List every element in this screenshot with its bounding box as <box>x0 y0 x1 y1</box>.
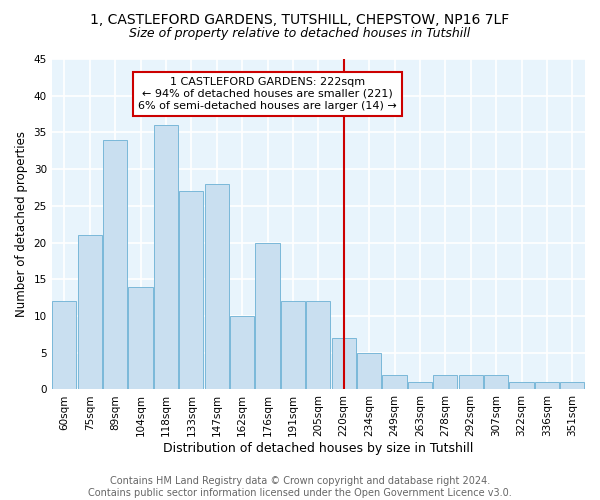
Bar <box>535 382 559 390</box>
Bar <box>256 242 280 390</box>
Bar <box>382 375 407 390</box>
Bar <box>179 191 203 390</box>
Bar <box>205 184 229 390</box>
Bar <box>484 375 508 390</box>
Bar <box>306 302 331 390</box>
Bar <box>408 382 432 390</box>
Bar <box>230 316 254 390</box>
Bar <box>332 338 356 390</box>
Text: Contains HM Land Registry data © Crown copyright and database right 2024.
Contai: Contains HM Land Registry data © Crown c… <box>88 476 512 498</box>
Bar <box>560 382 584 390</box>
Text: 1, CASTLEFORD GARDENS, TUTSHILL, CHEPSTOW, NP16 7LF: 1, CASTLEFORD GARDENS, TUTSHILL, CHEPSTO… <box>91 12 509 26</box>
Bar <box>509 382 533 390</box>
Bar <box>103 140 127 390</box>
X-axis label: Distribution of detached houses by size in Tutshill: Distribution of detached houses by size … <box>163 442 473 455</box>
Bar <box>281 302 305 390</box>
Y-axis label: Number of detached properties: Number of detached properties <box>15 131 28 317</box>
Bar <box>128 286 152 390</box>
Text: 1 CASTLEFORD GARDENS: 222sqm
← 94% of detached houses are smaller (221)
6% of se: 1 CASTLEFORD GARDENS: 222sqm ← 94% of de… <box>138 78 397 110</box>
Text: Size of property relative to detached houses in Tutshill: Size of property relative to detached ho… <box>130 28 470 40</box>
Bar <box>433 375 457 390</box>
Bar <box>77 235 102 390</box>
Bar <box>458 375 483 390</box>
Bar <box>154 125 178 390</box>
Bar <box>357 352 381 390</box>
Bar <box>52 302 76 390</box>
